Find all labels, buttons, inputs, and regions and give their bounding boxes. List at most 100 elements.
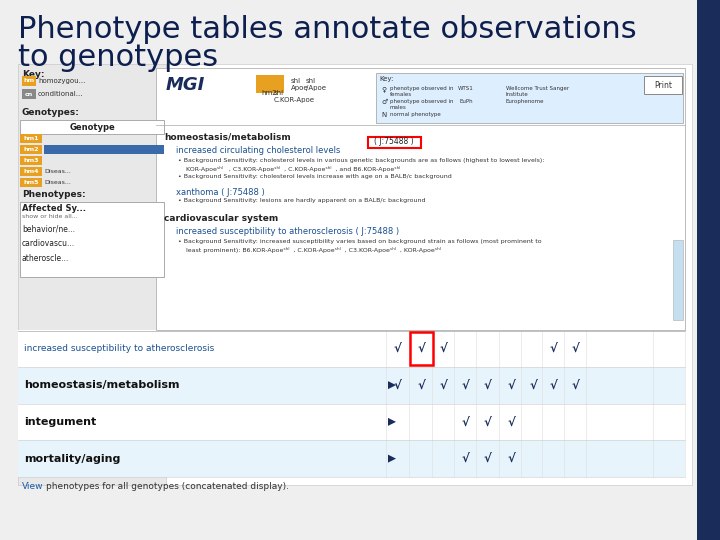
Text: Genotypes:: Genotypes:: [22, 108, 80, 117]
Bar: [18, 403, 685, 440]
Text: least prominent): B6.KOR-Apoeˢʰˡ  , C.KOR-Apoeˢʰˡ  , C3.KOR-Apoeˢʰˡ  , KOR-Apoeˢ: least prominent): B6.KOR-Apoeˢʰˡ , C.KOR…: [178, 247, 441, 253]
Text: cardiovascu...: cardiovascu...: [22, 239, 75, 248]
Text: √: √: [572, 342, 580, 355]
Text: to genotypes: to genotypes: [18, 43, 218, 72]
Bar: [376, 73, 683, 123]
Text: homozygou...: homozygou...: [38, 78, 86, 84]
Text: show or hide all...: show or hide all...: [22, 214, 78, 219]
Bar: [156, 68, 685, 330]
Bar: [18, 64, 166, 485]
Text: hm: hm: [24, 78, 35, 84]
Text: √: √: [484, 452, 492, 465]
Bar: [20, 178, 42, 187]
Text: √: √: [440, 379, 448, 392]
Bar: [20, 145, 42, 154]
Text: hm4: hm4: [23, 169, 39, 174]
Text: ( J:75488 ): ( J:75488 ): [374, 138, 414, 146]
Text: Phenotype tables annotate observations: Phenotype tables annotate observations: [18, 15, 636, 44]
Text: √: √: [417, 379, 425, 392]
Text: hm5: hm5: [23, 180, 39, 185]
Text: Europhenome: Europhenome: [506, 99, 544, 104]
Bar: [697, 0, 720, 540]
Text: atheroscle...: atheroscle...: [22, 254, 69, 263]
Bar: [44, 145, 164, 154]
Text: increased circulating cholesterol levels: increased circulating cholesterol levels: [176, 146, 341, 155]
Text: phenotypes for all genotypes (concatenated display).: phenotypes for all genotypes (concatenat…: [46, 482, 289, 491]
Text: cn: cn: [25, 91, 33, 97]
Polygon shape: [388, 418, 396, 426]
Text: √: √: [529, 379, 537, 392]
Bar: [18, 64, 692, 485]
Text: behavior/ne...: behavior/ne...: [22, 224, 75, 233]
Text: phenotype observed in
females: phenotype observed in females: [390, 86, 454, 97]
Text: cardiovascular system: cardiovascular system: [164, 214, 278, 223]
Text: √: √: [440, 342, 448, 355]
Text: Genotype: Genotype: [69, 123, 115, 132]
Text: • Background Sensitivity: lesions are hardly apparent on a BALB/c background: • Background Sensitivity: lesions are ha…: [174, 198, 426, 203]
Text: • Background Sensitivity: cholesterol levels in various genetic backgrounds are : • Background Sensitivity: cholesterol le…: [174, 158, 544, 163]
Text: phenotype observed in
males: phenotype observed in males: [390, 99, 454, 110]
Bar: [20, 167, 42, 176]
FancyBboxPatch shape: [644, 76, 682, 94]
Text: Wellcome Trust Sanger
Institute: Wellcome Trust Sanger Institute: [506, 86, 569, 97]
FancyBboxPatch shape: [367, 137, 420, 147]
Bar: [20, 134, 42, 143]
Text: homeostasis/metabolism: homeostasis/metabolism: [24, 380, 179, 390]
Polygon shape: [388, 381, 396, 389]
Bar: [22, 76, 36, 86]
FancyBboxPatch shape: [410, 332, 433, 365]
Text: √: √: [507, 452, 515, 465]
Text: xanthoma ( J:75488 ): xanthoma ( J:75488 ): [176, 188, 265, 197]
Text: √: √: [550, 379, 558, 392]
Text: hm2: hm2: [261, 90, 276, 96]
Text: N: N: [381, 112, 386, 118]
Text: Key:: Key:: [379, 76, 393, 82]
Text: √: √: [417, 342, 425, 355]
Bar: [22, 89, 36, 99]
Text: hm1: hm1: [23, 136, 39, 141]
Text: Key:: Key:: [22, 70, 45, 79]
FancyBboxPatch shape: [256, 75, 284, 93]
Bar: [673, 240, 683, 320]
Text: mortality/aging: mortality/aging: [24, 454, 120, 464]
Text: √: √: [394, 379, 402, 392]
Text: Diseas...: Diseas...: [44, 180, 71, 185]
Text: normal phenotype: normal phenotype: [390, 112, 441, 117]
Text: • Background Sensitivity: cholesterol levels increase with age on a BALB/c backg: • Background Sensitivity: cholesterol le…: [174, 174, 451, 179]
Polygon shape: [388, 455, 396, 463]
Text: Phenotypes:: Phenotypes:: [22, 190, 86, 199]
Text: • Background Sensitivity: increased susceptibility varies based on background st: • Background Sensitivity: increased susc…: [174, 239, 541, 244]
Bar: [20, 156, 42, 165]
Text: √: √: [507, 415, 515, 428]
Text: increased susceptibility to atherosclerosis: increased susceptibility to atherosclero…: [24, 344, 215, 353]
Text: conditional...: conditional...: [38, 91, 84, 97]
Text: EuPh: EuPh: [459, 99, 473, 104]
Bar: [20, 120, 164, 134]
Text: KOR-Apoeˢʰˡ   , C3.KOR-Apoeˢʰˡ  , C.KOR-Apoeˢʰˡ  , and B6.KOR-Apoeˢʰˡ: KOR-Apoeˢʰˡ , C3.KOR-Apoeˢʰˡ , C.KOR-Apo…: [178, 166, 400, 172]
Text: View: View: [22, 482, 43, 491]
Text: √: √: [572, 379, 580, 392]
Text: ♀: ♀: [381, 86, 386, 92]
Bar: [18, 367, 685, 403]
Text: √: √: [484, 379, 492, 392]
Text: hm2: hm2: [23, 147, 39, 152]
Text: shl
/Apoe: shl /Apoe: [306, 78, 326, 91]
Text: shl
Apoe: shl Apoe: [291, 78, 309, 91]
Text: √: √: [462, 452, 470, 465]
Text: Diseas...: Diseas...: [44, 169, 71, 174]
Bar: [18, 440, 685, 477]
Text: √: √: [462, 379, 470, 392]
Text: WTS1: WTS1: [458, 86, 474, 91]
Text: Print: Print: [654, 80, 672, 90]
Text: Affected Sy...: Affected Sy...: [22, 204, 86, 213]
Text: hm3: hm3: [23, 158, 39, 163]
Text: shl
C.KOR-Apoe: shl C.KOR-Apoe: [274, 90, 315, 103]
Text: integument: integument: [24, 417, 96, 427]
Text: √: √: [550, 342, 558, 355]
Text: increased susceptibility to atherosclerosis ( J:75488 ): increased susceptibility to atherosclero…: [176, 227, 399, 236]
Text: √: √: [394, 342, 402, 355]
Bar: [18, 330, 685, 367]
Text: √: √: [507, 379, 515, 392]
Text: homeostasis/metabolism: homeostasis/metabolism: [164, 133, 291, 142]
Bar: [20, 202, 164, 277]
